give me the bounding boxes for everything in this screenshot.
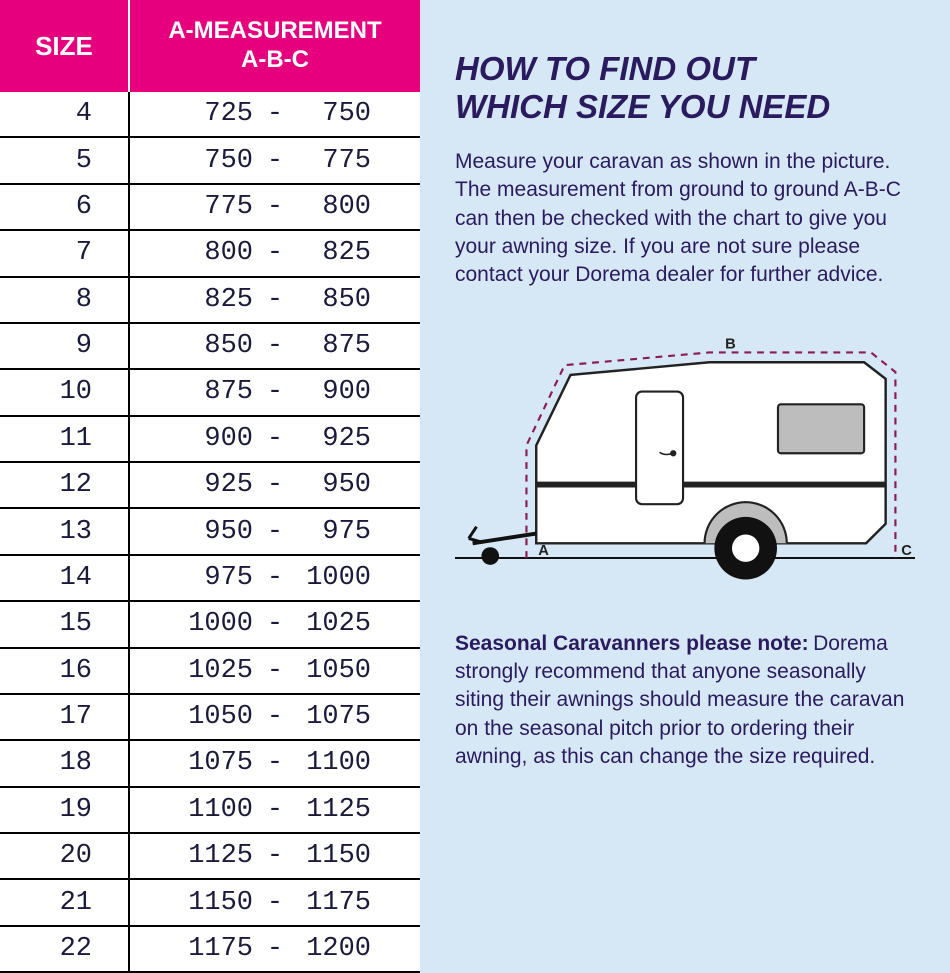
table-header: SIZE A-MEASUREMENT A-B-C bbox=[0, 0, 420, 92]
cell-measurement: 975-1000 bbox=[130, 563, 420, 593]
cell-measurement: 950-975 bbox=[130, 517, 420, 547]
caravan-diagram: A B C bbox=[455, 330, 915, 600]
diagram-label-c: C bbox=[901, 543, 912, 559]
table-row: 171050-1075 bbox=[0, 695, 420, 741]
cell-measurement: 850-875 bbox=[130, 331, 420, 361]
info-panel: HOW TO FIND OUT WHICH SIZE YOU NEED Meas… bbox=[420, 0, 950, 973]
cell-size: 15 bbox=[0, 602, 130, 646]
cell-size: 18 bbox=[0, 741, 130, 785]
cell-size: 21 bbox=[0, 880, 130, 924]
cell-measurement: 1150-1175 bbox=[130, 888, 420, 918]
table-row: 10875-900 bbox=[0, 370, 420, 416]
cell-size: 17 bbox=[0, 695, 130, 739]
cell-size: 19 bbox=[0, 788, 130, 832]
cell-size: 20 bbox=[0, 834, 130, 878]
cell-size: 9 bbox=[0, 324, 130, 368]
cell-size: 6 bbox=[0, 185, 130, 229]
table-row: 181075-1100 bbox=[0, 741, 420, 787]
cell-measurement: 900-925 bbox=[130, 424, 420, 454]
cell-size: 16 bbox=[0, 649, 130, 693]
cell-measurement: 825-850 bbox=[130, 285, 420, 315]
cell-measurement: 1100-1125 bbox=[130, 795, 420, 825]
cell-size: 8 bbox=[0, 278, 130, 322]
cell-measurement: 1175-1200 bbox=[130, 934, 420, 964]
table-row: 7800-825 bbox=[0, 231, 420, 277]
cell-measurement: 1075-1100 bbox=[130, 748, 420, 778]
table-row: 201125-1150 bbox=[0, 834, 420, 880]
cell-size: 14 bbox=[0, 556, 130, 600]
cell-measurement: 775-800 bbox=[130, 192, 420, 222]
seasonal-note: Seasonal Caravanners please note: Dorema… bbox=[455, 630, 915, 772]
table-row: 9850-875 bbox=[0, 324, 420, 370]
cell-measurement: 1050-1075 bbox=[130, 702, 420, 732]
table-row: 14975-1000 bbox=[0, 556, 420, 602]
cell-size: 10 bbox=[0, 370, 130, 414]
cell-measurement: 1025-1050 bbox=[130, 656, 420, 686]
table-row: 11900-925 bbox=[0, 417, 420, 463]
cell-size: 12 bbox=[0, 463, 130, 507]
size-table: SIZE A-MEASUREMENT A-B-C 4725-7505750-77… bbox=[0, 0, 420, 973]
cell-measurement: 875-900 bbox=[130, 377, 420, 407]
cell-measurement: 800-825 bbox=[130, 238, 420, 268]
table-row: 6775-800 bbox=[0, 185, 420, 231]
table-row: 12925-950 bbox=[0, 463, 420, 509]
cell-size: 11 bbox=[0, 417, 130, 461]
info-heading: HOW TO FIND OUT WHICH SIZE YOU NEED bbox=[455, 50, 915, 126]
cell-size: 13 bbox=[0, 509, 130, 553]
table-row: 161025-1050 bbox=[0, 649, 420, 695]
table-row: 8825-850 bbox=[0, 278, 420, 324]
cell-size: 7 bbox=[0, 231, 130, 275]
table-row: 5750-775 bbox=[0, 138, 420, 184]
table-row: 191100-1125 bbox=[0, 788, 420, 834]
diagram-label-a: A bbox=[538, 543, 549, 559]
table-row: 13950-975 bbox=[0, 509, 420, 555]
info-intro: Measure your caravan as shown in the pic… bbox=[455, 148, 915, 290]
table-row: 221175-1200 bbox=[0, 927, 420, 973]
cell-measurement: 1000-1025 bbox=[130, 609, 420, 639]
cell-measurement: 725-750 bbox=[130, 99, 420, 129]
cell-size: 4 bbox=[0, 92, 130, 136]
cell-size: 22 bbox=[0, 927, 130, 971]
note-heading: Seasonal Caravanners please note: bbox=[455, 632, 809, 655]
table-body: 4725-7505750-7756775-8007800-8258825-850… bbox=[0, 92, 420, 973]
table-row: 211150-1175 bbox=[0, 880, 420, 926]
diagram-label-b: B bbox=[725, 336, 736, 352]
cell-size: 5 bbox=[0, 138, 130, 182]
cell-measurement: 750-775 bbox=[130, 146, 420, 176]
table-row: 151000-1025 bbox=[0, 602, 420, 648]
col-header-measurement: A-MEASUREMENT A-B-C bbox=[130, 0, 420, 92]
table-row: 4725-750 bbox=[0, 92, 420, 138]
cell-measurement: 925-950 bbox=[130, 470, 420, 500]
cell-measurement: 1125-1150 bbox=[130, 841, 420, 871]
col-header-size: SIZE bbox=[0, 0, 130, 92]
